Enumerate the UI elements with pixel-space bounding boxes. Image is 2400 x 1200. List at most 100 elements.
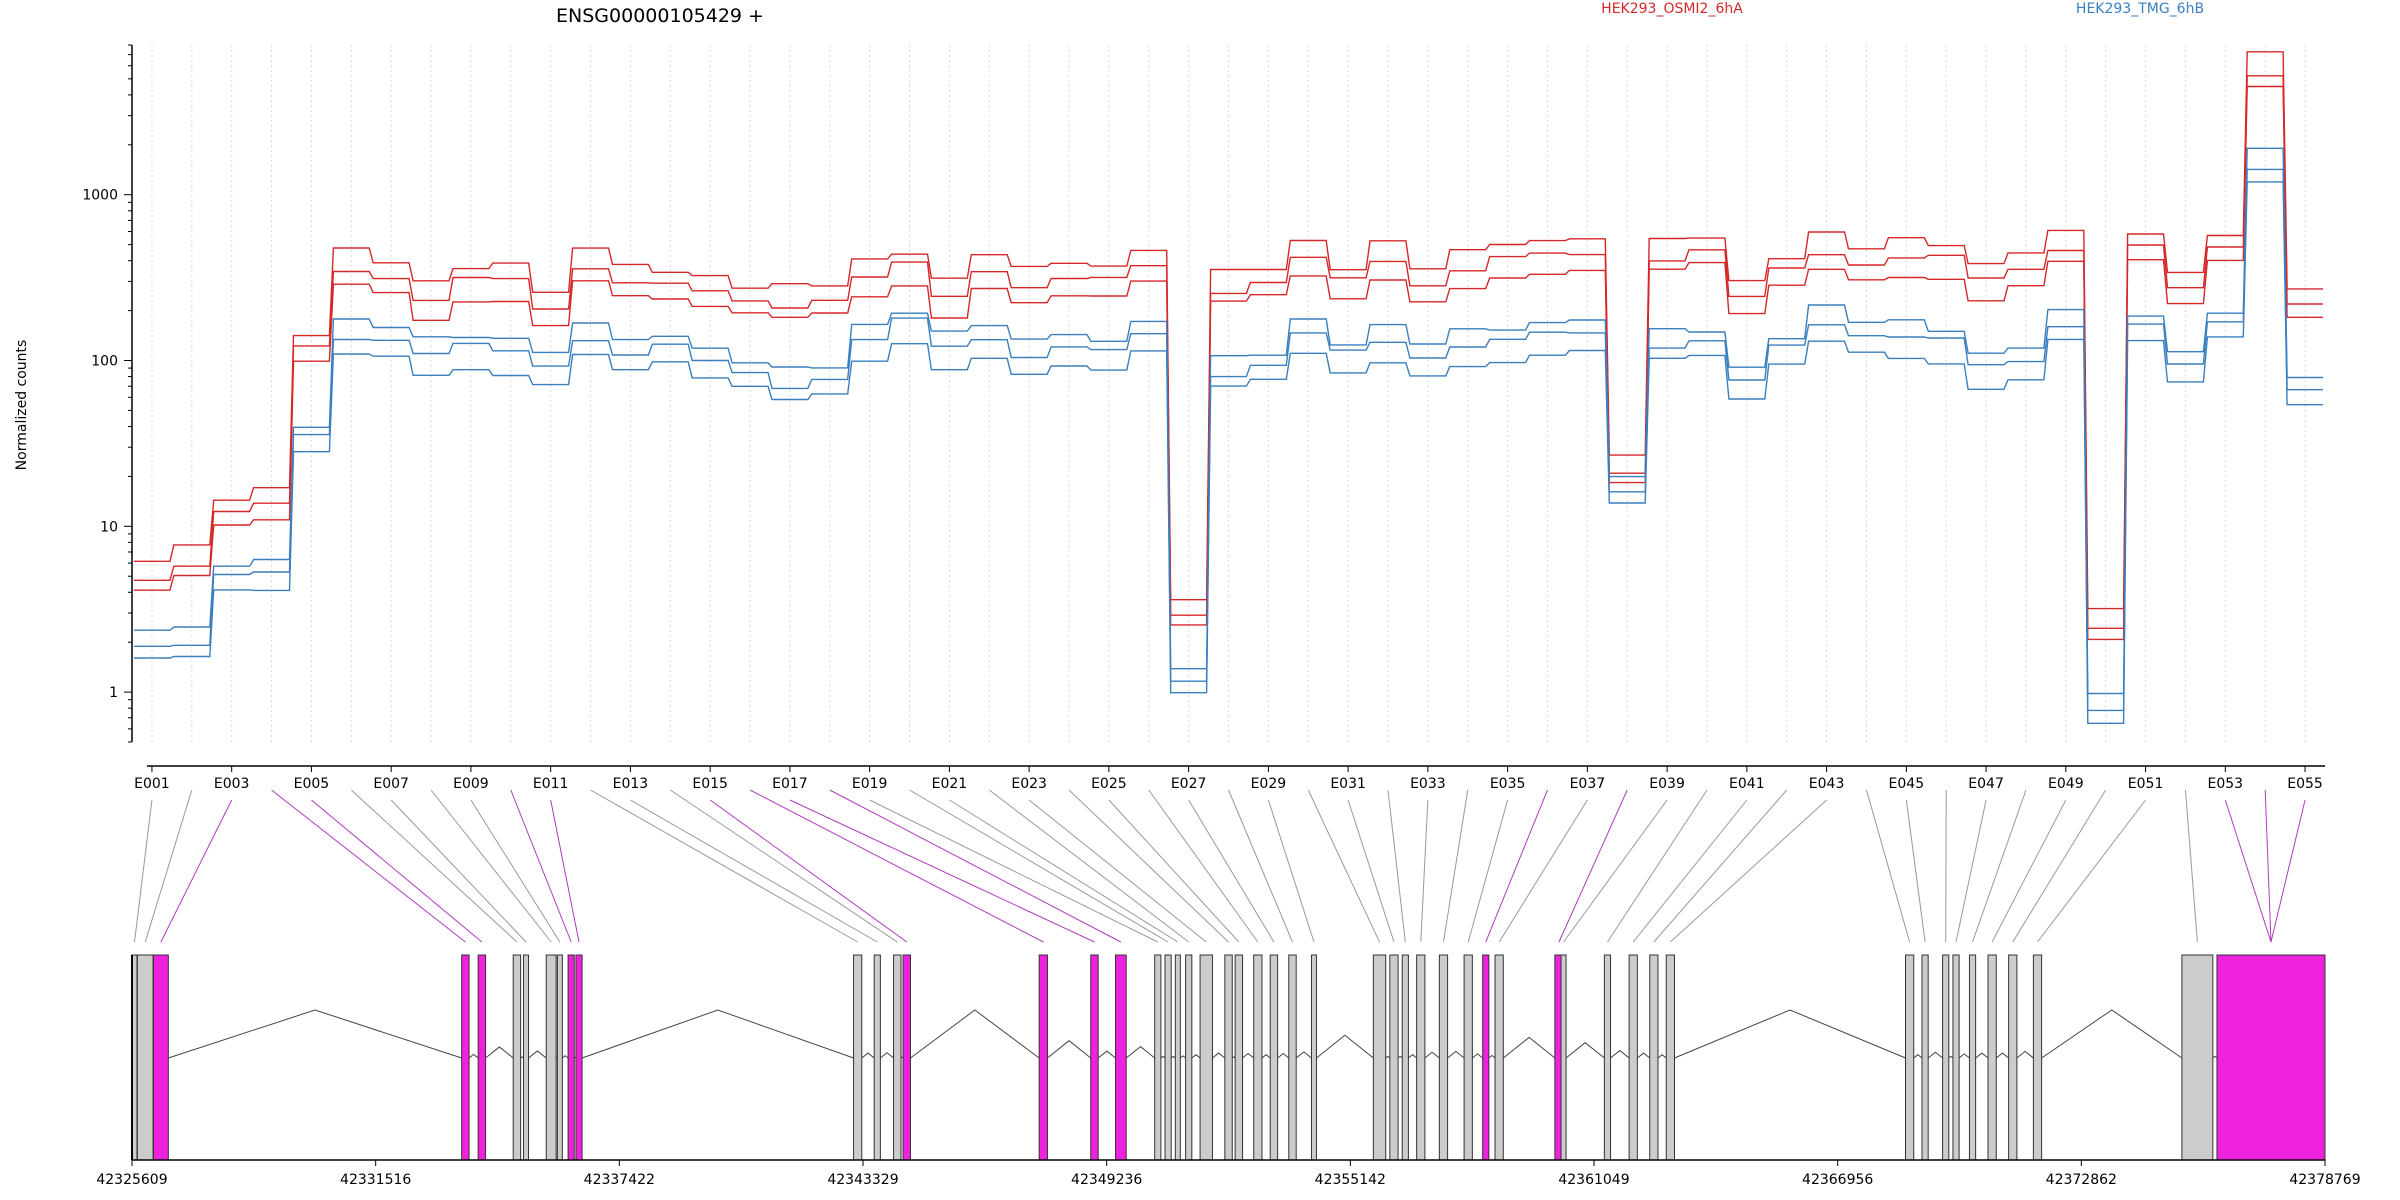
exon-box — [853, 954, 863, 1161]
x-tick-label: E041 — [1729, 776, 1765, 792]
connector-significant — [2224, 799, 2272, 943]
connector — [1228, 789, 1293, 943]
x-tick-label: E001 — [134, 776, 170, 792]
intron-line — [1212, 1052, 1226, 1059]
exon-box — [1987, 954, 1997, 1161]
genomic-tick-label: 42343329 — [827, 1172, 898, 1188]
exon-box-significant — [477, 954, 487, 1161]
exon-box — [1164, 954, 1172, 1161]
exon-box — [1649, 954, 1659, 1161]
exon-box-significant — [152, 954, 169, 1161]
x-tick-label: E027 — [1171, 776, 1207, 792]
x-tick-label: E047 — [1968, 776, 2004, 792]
exon-box-significant — [902, 954, 911, 1161]
x-tick-label: E033 — [1410, 776, 1446, 792]
exon-box — [136, 954, 154, 1161]
x-tick-label: E011 — [533, 776, 569, 792]
intron-line — [1927, 1051, 1943, 1059]
intron-line — [1160, 1055, 1166, 1059]
series-osmi2-replicate-3 — [134, 85, 2323, 641]
exon-box — [1288, 954, 1297, 1161]
exon-box — [1234, 954, 1244, 1161]
connector — [1420, 799, 1429, 943]
connector-significant — [271, 789, 466, 943]
exon-box — [1560, 954, 1567, 1161]
connector — [1467, 799, 1509, 943]
x-tick-label: E025 — [1091, 776, 1127, 792]
series-osmi2-replicate-1 — [134, 51, 2323, 610]
connector — [988, 789, 1190, 943]
chart-title: ENSG00000105429 + — [556, 5, 764, 27]
connector — [1905, 799, 1926, 943]
connector-significant — [2270, 799, 2306, 943]
connector — [470, 799, 561, 943]
exon-box — [1942, 954, 1950, 1161]
intron-line — [1261, 1054, 1271, 1059]
y-tick-label: 1000 — [82, 188, 118, 204]
intron-line — [581, 1009, 854, 1059]
connector — [1188, 799, 1275, 943]
exon-box-significant — [1038, 954, 1048, 1161]
exon-box — [1174, 954, 1181, 1161]
connector — [670, 789, 898, 943]
intron-line — [1047, 1040, 1092, 1059]
exon-box-significant — [567, 954, 575, 1161]
x-tick-label: E053 — [2208, 776, 2244, 792]
x-tick-label: E019 — [852, 776, 888, 792]
exon-box — [1603, 954, 1612, 1161]
exon-box — [512, 954, 522, 1161]
intron-line — [1995, 1052, 2009, 1059]
exon-box — [1253, 954, 1263, 1161]
x-tick-label: E009 — [453, 776, 489, 792]
exon-box — [1185, 954, 1193, 1161]
connector — [430, 789, 552, 943]
exon-box — [1905, 954, 1915, 1161]
exon-box — [1269, 954, 1279, 1161]
connector — [1387, 789, 1406, 943]
x-tick-label: E051 — [2128, 776, 2164, 792]
y-tick-label: 1 — [109, 685, 118, 701]
intron-line — [1424, 1051, 1440, 1059]
intron-line — [1242, 1052, 1255, 1059]
intron-line — [1397, 1055, 1403, 1059]
intron-line — [1408, 1054, 1417, 1059]
genomic-tick-label: 42355142 — [1315, 1172, 1386, 1188]
connector — [134, 799, 153, 943]
connector-significant — [510, 789, 572, 943]
intron-line — [1295, 1051, 1312, 1059]
x-tick-label: E045 — [1889, 776, 1925, 792]
exon-box — [1463, 954, 1473, 1161]
x-tick-label: E017 — [772, 776, 808, 792]
genomic-axis: 42325609 42331516 42337422 42343329 42349236… — [96, 1159, 2361, 1188]
connector-significant — [1485, 789, 1548, 943]
exon-box — [1952, 954, 1960, 1161]
x-tick-label: E007 — [373, 776, 409, 792]
exon-box — [1401, 954, 1409, 1161]
connector — [1267, 799, 1315, 943]
exon-box-significant — [461, 954, 470, 1161]
intron-line — [2016, 1050, 2034, 1059]
intron-line — [1447, 1050, 1465, 1059]
exon-box — [1628, 954, 1638, 1161]
exon-box — [1665, 954, 1675, 1161]
y-axis-label: Normalized counts — [14, 340, 30, 471]
connector-significant — [550, 799, 580, 943]
x-tick-label: E021 — [932, 776, 968, 792]
exon-box — [523, 954, 530, 1161]
connector — [590, 789, 858, 943]
axes: 1 10 100 1000 — [82, 44, 2325, 767]
exon-box — [556, 954, 563, 1161]
connector — [630, 799, 878, 943]
exon-box — [1921, 954, 1929, 1161]
connector-significant — [160, 799, 233, 943]
connector-significant — [311, 799, 483, 943]
intron-line — [1170, 1055, 1176, 1059]
series-tmg-replicate-1 — [134, 147, 2323, 695]
genomic-tick-label: 42337422 — [584, 1172, 655, 1188]
exon-box — [1310, 954, 1317, 1161]
intron-line — [2041, 1009, 2183, 1059]
connector — [1991, 799, 2067, 943]
intron-line — [562, 1055, 569, 1059]
intron-line — [485, 1046, 514, 1059]
